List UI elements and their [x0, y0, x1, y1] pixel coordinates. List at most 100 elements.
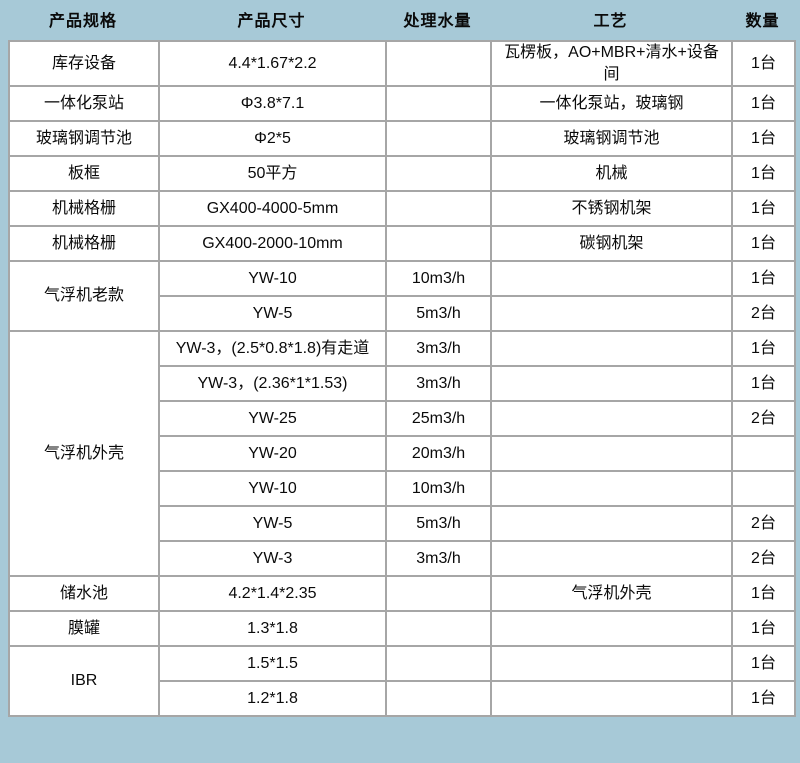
cell-flow — [385, 39, 492, 88]
cell-size: 1.5*1.5 — [158, 645, 387, 683]
cell-process: 气浮机外壳 — [490, 575, 733, 613]
cell-spec: 玻璃钢调节池 — [8, 120, 160, 158]
cell-size: 50平方 — [158, 155, 387, 193]
cell-size: YW-5 — [158, 505, 387, 543]
cell-spec: 机械格栅 — [8, 190, 160, 228]
header-quantity: 数量 — [745, 12, 780, 30]
cell-flow — [385, 610, 492, 648]
table-row: YW-20 20m3/h — [9, 435, 796, 473]
table-row: 膜罐 1.3*1.8 1台 — [8, 610, 796, 648]
cell-spec: 储水池 — [8, 575, 160, 613]
cell-qty — [731, 470, 796, 508]
cell-flow: 10m3/h — [385, 260, 492, 298]
table-row: YW-5 5m3/h 2台 — [9, 505, 796, 543]
table-body: 库存设备 4.4*1.67*2.2 瓦楞板，AO+MBR+清水+设备间 1台 一体化泵站… — [8, 39, 796, 718]
cell-size: 1.2*1.8 — [158, 680, 387, 718]
cell-qty: 1台 — [731, 260, 796, 298]
cell-flow — [385, 680, 492, 718]
header-flow-capacity: 处理水量 — [403, 12, 472, 30]
table-row: 一体化泵站 Φ3.8*7.1 一体化泵站，玻璃钢 1台 — [8, 85, 796, 123]
table-row: 气浮机老款 YW-10 10m3/h 1台 — [8, 260, 796, 333]
cell-process — [490, 365, 733, 403]
table-row: 玻璃钢调节池 Φ2*5 玻璃钢调节池 1台 — [8, 120, 796, 158]
cell-qty: 2台 — [731, 540, 796, 578]
cell-process — [490, 540, 733, 578]
cell-qty: 2台 — [731, 505, 796, 543]
cell-flow: 5m3/h — [385, 295, 492, 333]
table-row: 1.2*1.8 1台 — [9, 680, 796, 718]
table-row: 板框 50平方 机械 1台 — [8, 155, 796, 193]
cell-qty: 2台 — [731, 295, 796, 333]
cell-flow: 20m3/h — [385, 435, 492, 473]
cell-spec: 板框 — [8, 155, 160, 193]
cell-flow — [385, 155, 492, 193]
cell-process: 机械 — [490, 155, 733, 193]
cell-process: 不锈钢机架 — [490, 190, 733, 228]
table-row: 机械格栅 GX400-2000-10mm 碳钢机架 1台 — [8, 225, 796, 263]
cell-process — [490, 400, 733, 438]
table-row: 机械格栅 GX400-4000-5mm 不锈钢机架 1台 — [8, 190, 796, 228]
cell-spec: 气浮机老款 — [8, 260, 160, 333]
cell-process — [490, 470, 733, 508]
cell-flow — [385, 575, 492, 613]
cell-size: YW-10 — [158, 260, 387, 298]
cell-size: YW-5 — [158, 295, 387, 333]
cell-size: GX400-2000-10mm — [158, 225, 387, 263]
cell-qty: 2台 — [731, 400, 796, 438]
cell-flow — [385, 645, 492, 683]
cell-size: 4.4*1.67*2.2 — [158, 39, 387, 88]
cell-qty: 1台 — [731, 155, 796, 193]
table-row: YW-3，(2.36*1*1.53) 3m3/h 1台 — [9, 365, 796, 403]
table-header-row: 产品规格 产品尺寸 处理水量 工艺 数量 — [0, 0, 800, 37]
cell-size: 4.2*1.4*2.35 — [158, 575, 387, 613]
cell-process — [490, 505, 733, 543]
table-row: 储水池 4.2*1.4*2.35 气浮机外壳 1台 — [8, 575, 796, 613]
cell-process: 玻璃钢调节池 — [490, 120, 733, 158]
cell-qty: 1台 — [731, 85, 796, 123]
cell-qty: 1台 — [731, 225, 796, 263]
cell-size: Φ3.8*7.1 — [158, 85, 387, 123]
cell-size: YW-3 — [158, 540, 387, 578]
cell-spec: 库存设备 — [8, 39, 160, 88]
table-row: 气浮机外壳 YW-3，(2.5*0.8*1.8)有走道 3m3/h 1台 — [8, 330, 796, 578]
cell-process — [490, 435, 733, 473]
cell-qty: 1台 — [731, 575, 796, 613]
cell-process — [490, 295, 733, 333]
cell-size: YW-10 — [158, 470, 387, 508]
cell-size: YW-3，(2.5*0.8*1.8)有走道 — [158, 330, 387, 368]
table-row: YW-5 5m3/h 2台 — [9, 295, 796, 333]
cell-flow: 10m3/h — [385, 470, 492, 508]
cell-size: YW-25 — [158, 400, 387, 438]
cell-qty: 1台 — [731, 680, 796, 718]
cell-size: 1.3*1.8 — [158, 610, 387, 648]
cell-process: 一体化泵站，玻璃钢 — [490, 85, 733, 123]
cell-size: YW-20 — [158, 435, 387, 473]
cell-spec: 膜罐 — [8, 610, 160, 648]
cell-qty: 1台 — [731, 120, 796, 158]
cell-process — [490, 645, 733, 683]
cell-size: YW-3，(2.36*1*1.53) — [158, 365, 387, 403]
table-row: YW-3 3m3/h 2台 — [9, 540, 796, 578]
cell-qty: 1台 — [731, 330, 796, 368]
cell-flow — [385, 225, 492, 263]
cell-process — [490, 260, 733, 298]
cell-spec: 一体化泵站 — [8, 85, 160, 123]
cell-qty: 1台 — [731, 645, 796, 683]
header-process: 工艺 — [593, 12, 628, 30]
cell-flow: 3m3/h — [385, 540, 492, 578]
cell-qty: 1台 — [731, 610, 796, 648]
cell-process — [490, 680, 733, 718]
cell-process — [490, 330, 733, 368]
product-spec-table: 库存设备 4.4*1.67*2.2 瓦楞板，AO+MBR+清水+设备间 1台 一体化泵站… — [8, 39, 796, 718]
cell-process: 碳钢机架 — [490, 225, 733, 263]
cell-spec: IBR — [8, 645, 160, 718]
cell-flow — [385, 85, 492, 123]
cell-qty: 1台 — [731, 365, 796, 403]
table-row: IBR 1.5*1.5 1台 — [8, 645, 796, 718]
table-row: YW-25 25m3/h 2台 — [9, 400, 796, 438]
cell-qty: 1台 — [731, 190, 796, 228]
cell-flow — [385, 120, 492, 158]
cell-process: 瓦楞板，AO+MBR+清水+设备间 — [490, 39, 733, 88]
cell-flow — [385, 190, 492, 228]
